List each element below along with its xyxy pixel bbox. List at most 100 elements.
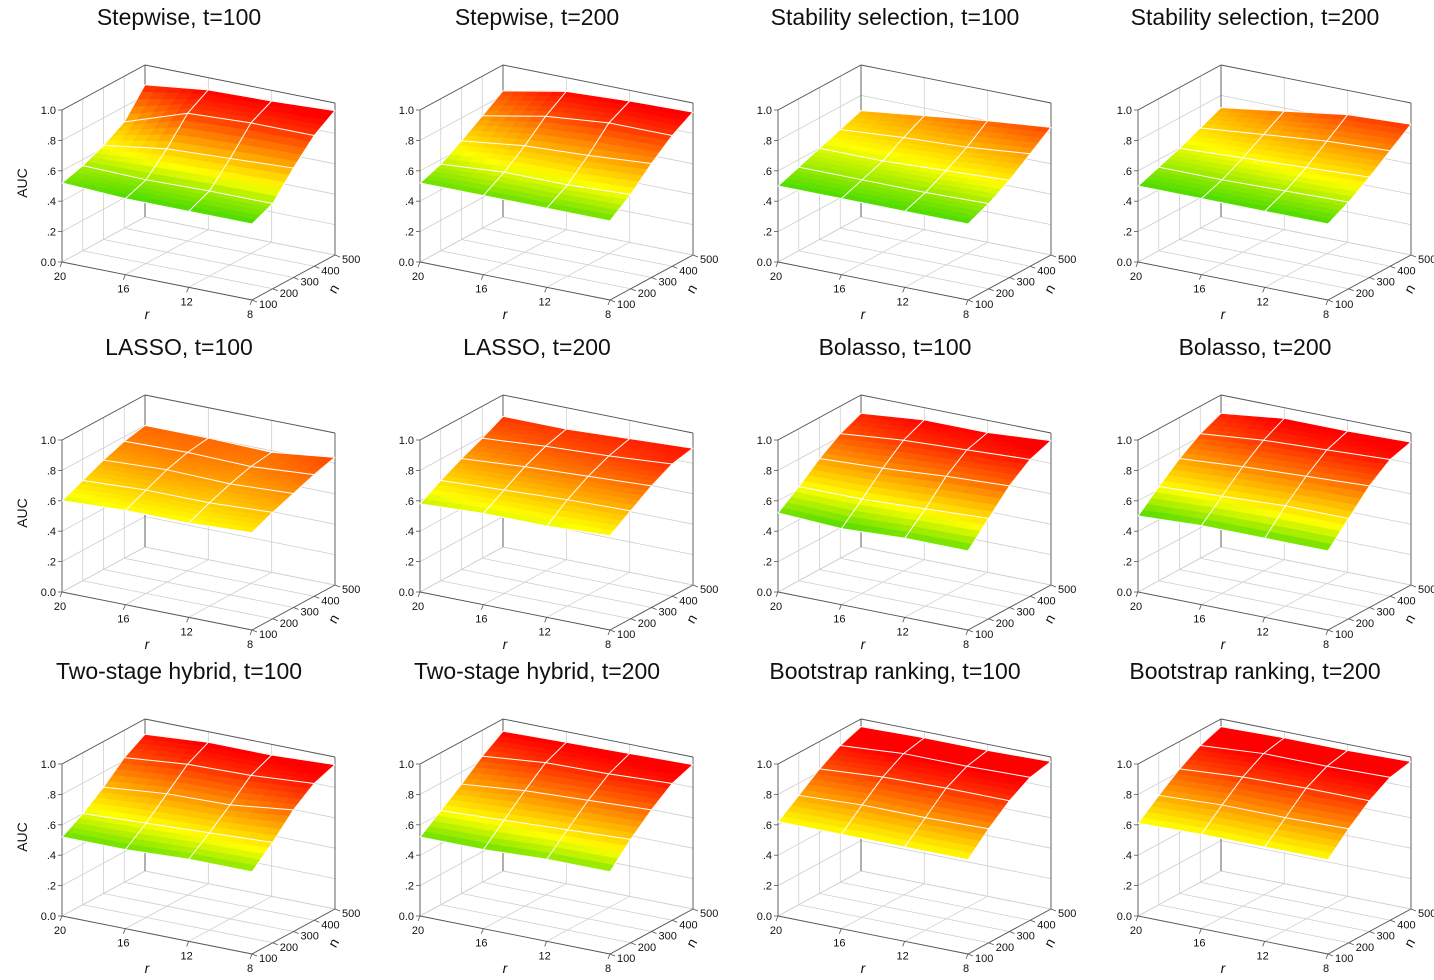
grid-line	[144, 546, 336, 586]
n-tick-label: 400	[679, 265, 697, 277]
n-tick-mark	[1009, 931, 1015, 934]
z-tick-label: .2	[763, 227, 772, 239]
chart-title: Bootstrap ranking, t=100	[769, 658, 1021, 684]
n-tick-label: 200	[996, 618, 1014, 630]
n-tick-label: 400	[321, 595, 339, 607]
r-tick-mark	[1262, 287, 1266, 293]
z-tick-label: .4	[763, 196, 772, 208]
n-axis-label: n	[324, 281, 342, 296]
z-tick-label: 1.0	[399, 105, 414, 117]
mesh-line	[1137, 515, 1329, 552]
chart-title: Stability selection, t=100	[770, 4, 1020, 30]
r-tick-mark	[965, 953, 969, 960]
z-tick-label: .2	[763, 881, 772, 893]
r-tick-mark	[249, 629, 253, 636]
n-tick-mark	[334, 254, 341, 258]
surface	[419, 730, 694, 873]
n-tick-label: 500	[700, 908, 718, 920]
mesh-line	[419, 836, 611, 873]
r-tick-label: 12	[181, 296, 193, 308]
r-tick-mark	[838, 274, 842, 280]
mesh-line	[502, 415, 694, 449]
n-tick-label: 200	[638, 618, 656, 630]
n-tick-mark	[1327, 629, 1334, 633]
n-tick-mark	[293, 277, 299, 280]
r-tick-label: 12	[539, 296, 551, 308]
frame-edge	[502, 64, 694, 104]
z-tick-label: 0.0	[399, 257, 414, 269]
n-tick-mark	[672, 595, 678, 599]
r-axis-label: r	[861, 960, 867, 976]
z-tick-label: .4	[47, 196, 56, 208]
r-axis-label: r	[861, 636, 867, 652]
surface-chart: LASSO, t=100 0.0 .2 .4 .6 .8 1.0 AUC 20 16 12 8 r 100…	[0, 330, 360, 656]
n-tick-mark	[1410, 584, 1417, 588]
n-tick-mark	[251, 299, 258, 303]
n-tick-mark	[651, 607, 657, 610]
mesh-line	[777, 726, 862, 823]
frame-edge	[502, 718, 694, 758]
n-axis-label: n	[1400, 281, 1418, 296]
mesh-line	[1158, 486, 1349, 519]
grid-line	[1200, 881, 1391, 921]
n-tick-label: 400	[1397, 265, 1415, 277]
grid-line	[840, 557, 1031, 597]
r-tick-label: 20	[54, 925, 66, 937]
r-tick-label: 16	[475, 284, 487, 296]
n-tick-mark	[1009, 277, 1015, 280]
r-tick-label: 20	[412, 601, 424, 613]
grid-line	[103, 569, 294, 608]
mesh-line	[860, 110, 1052, 128]
z-tick-label: 0.0	[41, 911, 56, 923]
z-tick-label: 0.0	[757, 911, 772, 923]
z-tick-label: 1.0	[1117, 759, 1132, 771]
frame-edge	[1220, 394, 1412, 434]
r-axis-label: r	[145, 636, 151, 652]
surface-mesh	[61, 84, 336, 225]
r-tick-mark	[965, 629, 969, 636]
mesh-line	[1200, 127, 1391, 152]
z-tick-label: .8	[47, 135, 56, 147]
mesh-line	[1158, 166, 1349, 203]
mesh-line	[82, 479, 273, 513]
r-axis-line	[1137, 591, 1329, 631]
mesh-line	[440, 163, 631, 196]
n-tick-mark	[334, 908, 341, 912]
r-tick-mark	[902, 941, 906, 947]
n-tick-mark	[293, 607, 299, 610]
mesh-line	[61, 733, 146, 838]
n-tick-label: 200	[996, 288, 1014, 300]
z-tick-label: .4	[405, 196, 414, 208]
r-tick-label: 16	[833, 614, 845, 626]
mesh-line	[1200, 433, 1391, 460]
plot-area: 0.0 .2 .4 .6 .8 1.0 AUC 20 16 12 8 r 100200300400500…	[14, 394, 360, 652]
surface	[61, 425, 336, 534]
z-tick-label: .6	[763, 166, 772, 178]
r-tick-label: 16	[1193, 938, 1205, 950]
z-tick-label: .4	[47, 850, 56, 862]
n-tick-label: 400	[1397, 595, 1415, 607]
n-tick-label: 400	[1037, 265, 1055, 277]
r-tick-mark	[1325, 953, 1329, 960]
n-tick-label: 500	[1058, 584, 1076, 596]
z-tick-label: .6	[763, 820, 772, 832]
surface	[419, 415, 694, 537]
mesh-line	[461, 783, 652, 811]
r-tick-label: 12	[539, 950, 551, 962]
frame-edge	[1137, 394, 1222, 441]
z-tick-label: .6	[405, 496, 414, 508]
r-tick-label: 16	[475, 938, 487, 950]
r-tick-mark	[1325, 629, 1329, 636]
z-tick-label: .2	[405, 227, 414, 239]
surface-chart: LASSO, t=200 0.0 .2 .4 .6 .8 1.0 20 16 12 8 r 100 200…	[358, 330, 719, 656]
mesh-line	[419, 415, 504, 505]
n-tick-label: 500	[700, 584, 718, 596]
n-tick-mark	[1327, 299, 1334, 303]
n-tick-label: 200	[280, 942, 298, 954]
surface-chart: Two-stage hybrid, t=200 0.0 .2 .4 .6 .8 1.0 20 1…	[358, 654, 719, 980]
grid-line	[1200, 557, 1391, 597]
n-tick-label: 300	[659, 931, 677, 943]
surface-mesh	[1137, 107, 1412, 225]
